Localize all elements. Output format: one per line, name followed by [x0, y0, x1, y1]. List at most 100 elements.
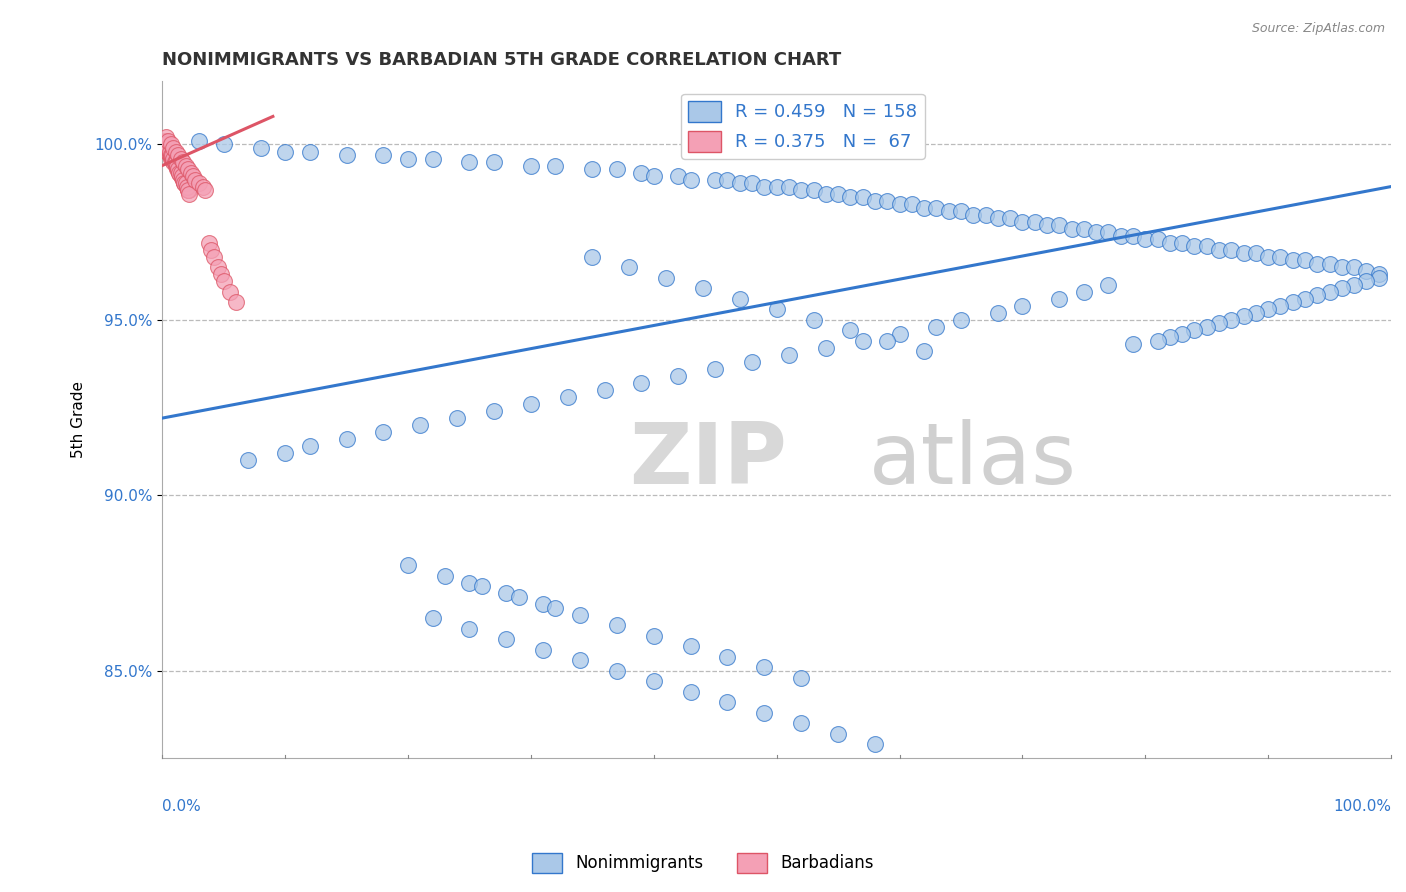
- Point: [1368, 270, 1391, 285]
- Point: [458, 576, 481, 591]
- Point: [912, 201, 935, 215]
- Point: [1319, 257, 1341, 271]
- Point: [1355, 274, 1378, 288]
- Point: [1047, 218, 1070, 232]
- Point: [173, 176, 195, 190]
- Point: [1184, 239, 1206, 253]
- Point: [162, 152, 184, 166]
- Point: [166, 159, 188, 173]
- Point: [1159, 235, 1181, 250]
- Point: [209, 267, 232, 281]
- Point: [160, 148, 183, 162]
- Point: [1171, 235, 1194, 250]
- Point: [179, 183, 201, 197]
- Point: [153, 141, 176, 155]
- Point: [155, 141, 177, 155]
- Point: [160, 137, 183, 152]
- Point: [458, 155, 481, 169]
- Text: NONIMMIGRANTS VS BARBADIAN 5TH GRADE CORRELATION CHART: NONIMMIGRANTS VS BARBADIAN 5TH GRADE COR…: [162, 51, 842, 69]
- Point: [679, 172, 702, 186]
- Point: [298, 439, 321, 453]
- Point: [1220, 313, 1243, 327]
- Point: [396, 558, 419, 573]
- Point: [176, 179, 198, 194]
- Point: [167, 148, 190, 162]
- Point: [754, 706, 776, 720]
- Point: [974, 208, 997, 222]
- Point: [1011, 214, 1033, 228]
- Point: [1060, 221, 1083, 235]
- Point: [754, 660, 776, 674]
- Point: [1122, 228, 1144, 243]
- Point: [174, 176, 197, 190]
- Point: [169, 165, 191, 179]
- Point: [170, 169, 193, 183]
- Point: [1330, 260, 1353, 275]
- Point: [1343, 277, 1365, 292]
- Point: [172, 172, 194, 186]
- Point: [1146, 232, 1168, 246]
- Point: [557, 390, 579, 404]
- Point: [655, 270, 678, 285]
- Point: [531, 642, 554, 657]
- Point: [852, 334, 875, 348]
- Point: [177, 162, 200, 177]
- Point: [179, 186, 201, 201]
- Point: [754, 179, 776, 194]
- Point: [238, 453, 260, 467]
- Point: [207, 260, 229, 275]
- Point: [889, 326, 911, 341]
- Point: [839, 323, 862, 337]
- Point: [876, 194, 898, 208]
- Point: [531, 597, 554, 611]
- Point: [174, 176, 197, 190]
- Point: [778, 348, 800, 362]
- Point: [180, 165, 202, 179]
- Point: [173, 176, 195, 190]
- Point: [1073, 285, 1095, 299]
- Point: [790, 671, 813, 685]
- Point: [471, 579, 494, 593]
- Point: [1319, 285, 1341, 299]
- Point: [156, 145, 179, 159]
- Point: [728, 292, 751, 306]
- Point: [912, 344, 935, 359]
- Point: [606, 664, 628, 678]
- Point: [949, 204, 972, 219]
- Point: [167, 162, 190, 177]
- Point: [495, 632, 517, 646]
- Point: [166, 162, 188, 177]
- Point: [191, 179, 214, 194]
- Point: [790, 183, 813, 197]
- Point: [1220, 243, 1243, 257]
- Point: [643, 629, 665, 643]
- Point: [716, 695, 738, 709]
- Point: [274, 145, 297, 159]
- Point: [446, 411, 468, 425]
- Point: [643, 169, 665, 183]
- Point: [155, 130, 177, 145]
- Point: [1171, 326, 1194, 341]
- Point: [1330, 281, 1353, 295]
- Point: [704, 172, 727, 186]
- Point: [162, 141, 184, 155]
- Point: [165, 155, 187, 169]
- Point: [157, 141, 180, 155]
- Point: [692, 281, 714, 295]
- Point: [172, 155, 194, 169]
- Legend: Nonimmigrants, Barbadians: Nonimmigrants, Barbadians: [526, 847, 880, 880]
- Point: [889, 197, 911, 211]
- Point: [422, 611, 444, 625]
- Point: [803, 313, 825, 327]
- Point: [901, 197, 924, 211]
- Point: [581, 250, 603, 264]
- Point: [1244, 246, 1267, 260]
- Point: [1257, 250, 1279, 264]
- Point: [1184, 323, 1206, 337]
- Point: [949, 313, 972, 327]
- Point: [814, 341, 837, 355]
- Point: [274, 446, 297, 460]
- Point: [1306, 288, 1329, 302]
- Point: [409, 418, 432, 433]
- Point: [765, 179, 787, 194]
